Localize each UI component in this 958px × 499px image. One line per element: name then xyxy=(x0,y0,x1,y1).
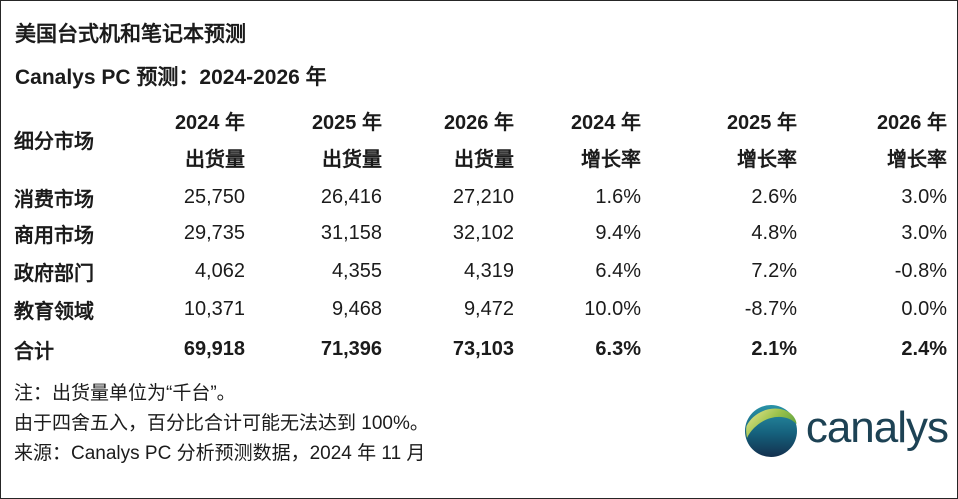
column-header-line: 出货量 xyxy=(185,149,245,171)
column-header-line: 2024 年 xyxy=(174,112,245,134)
column-header-line: 2025 年 xyxy=(311,112,382,134)
cell-value: 4,062 xyxy=(194,259,245,282)
page-title: 美国台式机和笔记本预测 xyxy=(15,23,246,46)
cell-value: 6.4% xyxy=(595,259,641,282)
cell-value: 9,472 xyxy=(463,297,514,320)
cell-value: -0.8% xyxy=(894,259,947,282)
cell-value: 10,371 xyxy=(183,297,245,320)
note-rounding: 由于四舍五入，百分比合计可能无法达到 100%。 xyxy=(14,413,429,434)
column-header-2024-shipments: 2024 年 出货量 xyxy=(160,104,245,180)
cell-value: 31,158 xyxy=(320,221,382,244)
cell-value: 0.0% xyxy=(901,297,947,320)
table-row-total: 合计 69,918 71,396 73,103 6.3% 2.1% 2.4% xyxy=(14,328,947,370)
cell-value: 27,210 xyxy=(452,185,514,208)
row-label: 政府部门 xyxy=(14,262,94,285)
column-header-line: 2026 年 xyxy=(443,112,514,134)
table-row-consumer: 消费市场 25,750 26,416 27,210 1.6% 2.6% 3.0% xyxy=(14,180,947,214)
note-source: 来源：Canalys PC 分析预测数据，2024 年 11 月 xyxy=(14,443,426,464)
column-header-line: 增长率 xyxy=(887,149,947,171)
cell-value: 25,750 xyxy=(183,185,245,208)
page-subtitle: Canalys PC 预测：2024-2026 年 xyxy=(15,66,327,89)
cell-value: 9.4% xyxy=(595,221,641,244)
cell-value: 3.0% xyxy=(901,185,947,208)
column-header-2024-growth: 2024 年 增长率 xyxy=(514,104,641,180)
cell-value: 6.3% xyxy=(595,337,641,360)
forecast-table: 细分市场 2024 年 出货量 2025 年 出货量 2026 年 出货量 20… xyxy=(14,104,947,370)
footnotes: 注：出货量单位为“千台”。 由于四舍五入，百分比合计可能无法达到 100%。 来… xyxy=(14,379,946,469)
canalys-logo: canalys xyxy=(744,403,949,458)
table-row-education: 教育领域 10,371 9,468 9,472 10.0% -8.7% 0.0% xyxy=(14,290,947,328)
cell-value: 32,102 xyxy=(452,221,514,244)
column-header-line: 2026 年 xyxy=(876,112,947,134)
row-label: 合计 xyxy=(14,340,54,363)
cell-value: 2.1% xyxy=(751,337,797,360)
table-row-government: 政府部门 4,062 4,355 4,319 6.4% 7.2% -0.8% xyxy=(14,252,947,290)
column-header-line: 增长率 xyxy=(737,149,797,171)
cell-value: 4.8% xyxy=(751,221,797,244)
column-header-line: 2025 年 xyxy=(726,112,797,134)
cell-value: 2.6% xyxy=(751,185,797,208)
cell-value: 1.6% xyxy=(595,185,641,208)
row-label: 商用市场 xyxy=(14,224,94,247)
cell-value: 26,416 xyxy=(320,185,382,208)
row-label: 消费市场 xyxy=(14,188,94,211)
cell-value: 4,355 xyxy=(331,259,382,282)
cell-value: 7.2% xyxy=(751,259,797,282)
note-unit: 注：出货量单位为“千台”。 xyxy=(14,383,236,404)
canalys-wordmark: canalys xyxy=(805,403,949,452)
column-header-segment: 细分市场 xyxy=(14,130,94,153)
cell-value: 9,468 xyxy=(331,297,382,320)
canalys-globe-icon xyxy=(744,404,798,458)
cell-value: 71,396 xyxy=(320,337,382,360)
cell-value: 3.0% xyxy=(901,221,947,244)
cell-value: 2.4% xyxy=(901,337,947,360)
cell-value: 69,918 xyxy=(183,337,245,360)
column-header-2025-growth: 2025 年 增长率 xyxy=(641,104,797,180)
row-label: 教育领域 xyxy=(14,300,94,323)
cell-value: -8.7% xyxy=(744,297,797,320)
table-header-row: 细分市场 2024 年 出货量 2025 年 出货量 2026 年 出货量 20… xyxy=(14,104,947,180)
cell-value: 29,735 xyxy=(183,221,245,244)
column-header-2026-shipments: 2026 年 出货量 xyxy=(382,104,514,180)
table-row-commercial: 商用市场 29,735 31,158 32,102 9.4% 4.8% 3.0% xyxy=(14,214,947,252)
column-header-line: 增长率 xyxy=(581,149,641,171)
column-header-line: 出货量 xyxy=(454,149,514,171)
column-header-2026-growth: 2026 年 增长率 xyxy=(797,104,947,180)
cell-value: 4,319 xyxy=(463,259,514,282)
column-header-2025-shipments: 2025 年 出货量 xyxy=(245,104,382,180)
cell-value: 73,103 xyxy=(452,337,514,360)
column-header-line: 出货量 xyxy=(322,149,382,171)
column-header-line: 2024 年 xyxy=(570,112,641,134)
cell-value: 10.0% xyxy=(584,297,641,320)
